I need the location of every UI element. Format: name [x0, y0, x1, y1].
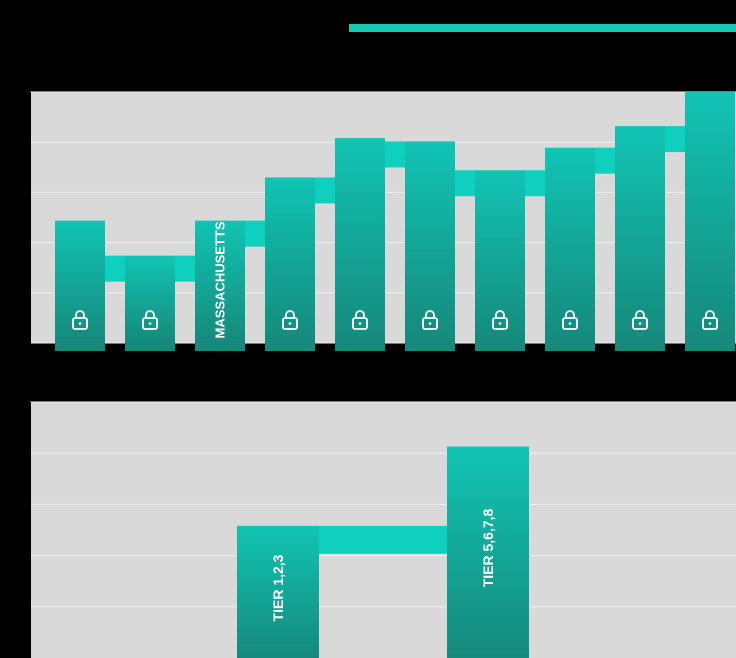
lock-body — [492, 317, 508, 330]
bar-label: TIER 5,6,7,8 — [480, 508, 496, 587]
lock-shackle — [425, 310, 435, 318]
bar — [335, 138, 385, 343]
bar-connector — [175, 255, 195, 282]
lock-keyhole — [288, 322, 292, 325]
lock-icon — [422, 310, 438, 330]
bar-base — [405, 343, 455, 351]
bar-connector — [525, 170, 545, 197]
lock-keyhole — [638, 322, 642, 325]
bar-label: MASSACHUSETTS — [213, 221, 228, 338]
lock-body — [142, 317, 158, 330]
bar — [265, 177, 315, 343]
bar-base — [615, 343, 665, 351]
lock-icon — [282, 310, 298, 330]
bar — [237, 525, 319, 658]
lock-shackle — [495, 310, 505, 318]
bar-base — [125, 343, 175, 351]
lock-shackle — [145, 310, 155, 318]
lock-shackle — [705, 310, 715, 318]
bar-base — [545, 343, 595, 351]
bar-connector — [665, 126, 685, 153]
bar-label: TIER 1,2,3 — [270, 554, 286, 621]
lock-body — [562, 317, 578, 330]
bar — [685, 92, 735, 343]
lock-body — [72, 317, 88, 330]
bar — [475, 170, 525, 343]
bar-base — [265, 343, 315, 351]
bar-base — [685, 343, 735, 351]
lock-body — [282, 317, 298, 330]
bar-connector — [595, 147, 615, 174]
bar-connector — [319, 525, 447, 554]
lock-keyhole — [358, 322, 362, 325]
legend-swatch — [349, 24, 736, 32]
lock-shackle — [565, 310, 575, 318]
lock-shackle — [635, 310, 645, 318]
lock-body — [702, 317, 718, 330]
lock-icon — [72, 310, 88, 330]
lock-icon — [562, 310, 578, 330]
lock-keyhole — [498, 322, 502, 325]
lock-body — [422, 317, 438, 330]
bar-connector — [105, 255, 125, 282]
bar — [615, 126, 665, 343]
lock-keyhole — [568, 322, 572, 325]
lock-shackle — [355, 310, 365, 318]
bar-connector — [455, 170, 475, 197]
lock-body — [352, 317, 368, 330]
bar-base — [475, 343, 525, 351]
lock-shackle — [285, 310, 295, 318]
bar — [545, 147, 595, 343]
lock-keyhole — [708, 322, 712, 325]
bar-base — [195, 343, 245, 351]
bottom-chart: TIER 1,2,3 TIER 5,6,7,8 — [20, 401, 736, 658]
lock-icon — [352, 310, 368, 330]
lock-icon — [632, 310, 648, 330]
bar-connector — [245, 220, 265, 247]
bar — [447, 446, 529, 658]
bar-base — [335, 343, 385, 351]
lock-body — [632, 317, 648, 330]
bar-connector — [385, 141, 405, 168]
lock-icon — [142, 310, 158, 330]
bar-connector — [315, 177, 335, 204]
lock-keyhole — [78, 322, 82, 325]
lock-keyhole — [428, 322, 432, 325]
bar — [405, 141, 455, 343]
top-chart: MASSACHUSETTS — [20, 91, 736, 352]
lock-shackle — [75, 310, 85, 318]
lock-icon — [702, 310, 718, 330]
lock-keyhole — [148, 322, 152, 325]
bar-base — [55, 343, 105, 351]
lock-icon — [492, 310, 508, 330]
bar — [195, 220, 245, 343]
